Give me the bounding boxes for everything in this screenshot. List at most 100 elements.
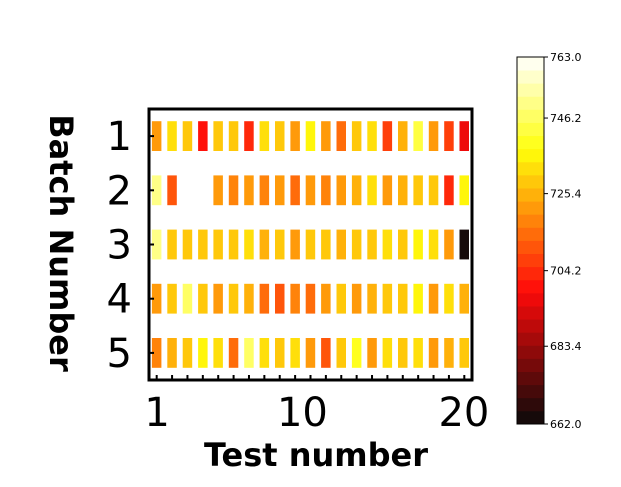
heatmap-cell <box>259 121 270 151</box>
colorbar-segment <box>517 135 544 150</box>
colorbar-segment <box>517 279 544 294</box>
heatmap-cell <box>259 229 270 260</box>
colorbar-segment <box>517 397 544 412</box>
heatmap-cell <box>151 229 162 260</box>
heatmap-cell <box>367 121 377 151</box>
colorbar-segment <box>517 371 544 386</box>
heatmap-cell <box>336 229 346 260</box>
colorbar-segment <box>517 122 544 137</box>
heatmap-cell <box>367 175 377 206</box>
colorbar-segment <box>517 358 544 372</box>
x-axis-title: Test number <box>204 436 428 474</box>
colorbar-segment <box>517 161 544 176</box>
heatmap-cell <box>336 283 346 314</box>
colorbar-segment <box>517 410 544 425</box>
heatmap-cell <box>290 229 300 260</box>
heatmap-cell <box>151 283 162 314</box>
heatmap-cell <box>428 121 439 151</box>
heatmap-cell <box>259 338 270 368</box>
heatmap-cell <box>244 338 254 368</box>
heatmap-cell <box>321 338 331 368</box>
heatmap-cell <box>444 175 454 206</box>
heatmap-cell <box>213 338 223 368</box>
heatmap-cell <box>228 338 239 368</box>
heatmap-cell <box>275 283 285 314</box>
heatmap-cell <box>367 283 377 314</box>
colorbar-frame <box>516 56 545 425</box>
heatmap-cell <box>244 283 254 314</box>
heatmap-cell <box>459 338 469 368</box>
heatmap-cell <box>182 121 193 151</box>
heatmap-cell <box>321 121 331 151</box>
heatmap-cell <box>413 338 423 368</box>
colorbar-segment <box>517 214 544 228</box>
heatmap-cell <box>290 283 300 314</box>
heatmap-cell <box>228 283 239 314</box>
heatmap-cell <box>182 229 193 260</box>
colorbar-segment <box>517 227 544 241</box>
colorbar-segment <box>517 174 544 189</box>
heatmap-cell <box>321 229 331 260</box>
heatmap-cell <box>398 121 408 151</box>
heatmap-cell <box>182 338 193 368</box>
heatmap-cell <box>367 229 377 260</box>
heatmap-cell <box>413 283 423 314</box>
heatmap-cell <box>413 175 423 206</box>
heatmap-cell <box>198 283 208 314</box>
x-tick-label: 20 <box>438 390 489 436</box>
heatmap-cell <box>275 175 285 206</box>
heatmap-cell <box>290 338 300 368</box>
heatmap-cell <box>321 175 331 206</box>
colorbar-segment <box>517 292 544 307</box>
colorbar-segment <box>517 83 544 97</box>
heatmap-cell <box>305 283 316 314</box>
colorbar-segment <box>517 345 544 359</box>
heatmap-cell <box>351 283 362 314</box>
heatmap-cell <box>428 338 439 368</box>
colorbar-segment <box>517 109 544 123</box>
colorbar-segment <box>517 240 544 255</box>
heatmap-cell <box>305 121 316 151</box>
heatmap-cell <box>198 229 208 260</box>
colorbar-segment <box>517 319 544 333</box>
heatmap-cell <box>290 121 300 151</box>
colorbar-tick-label: 725.4 <box>550 188 582 201</box>
x-tick-label: 1 <box>144 390 169 436</box>
x-tick-label: 10 <box>277 390 328 436</box>
heatmap-cell <box>351 121 362 151</box>
heatmap-cell <box>382 121 393 151</box>
heatmap-cell <box>275 338 285 368</box>
heatmap-cell <box>167 338 177 368</box>
heatmap-cell <box>151 121 162 151</box>
heatmap-cell <box>398 338 408 368</box>
heatmap-cell <box>259 175 270 206</box>
colorbar-segment <box>517 188 544 202</box>
heatmap-cell <box>413 229 423 260</box>
y-tick-label: 1 <box>107 114 132 160</box>
heatmap-cell <box>228 175 239 206</box>
y-axis-ticks: 1 2 3 4 5 <box>107 114 154 377</box>
heatmap-cell <box>444 229 454 260</box>
heatmap-cell <box>382 283 393 314</box>
heatmap-cell <box>151 338 162 368</box>
heatmap-cell <box>398 175 408 206</box>
heatmap-cell <box>459 175 469 206</box>
heatmap-cell <box>428 175 439 206</box>
heatmap-cells <box>151 121 469 368</box>
colorbar-segment <box>517 201 544 215</box>
heatmap-cell <box>351 229 362 260</box>
heatmap-cell <box>336 121 346 151</box>
colorbar-segment <box>517 332 544 346</box>
heatmap-cell <box>305 229 316 260</box>
y-tick-label: 5 <box>107 331 132 377</box>
heatmap-cell <box>167 283 177 314</box>
heatmap-cell <box>444 338 454 368</box>
heatmap-cell <box>444 283 454 314</box>
heatmap-cell <box>382 229 393 260</box>
heatmap-cell <box>459 229 469 260</box>
heatmap-cell <box>382 338 393 368</box>
colorbar-tick-label: 683.4 <box>550 340 582 353</box>
colorbar-segment <box>517 266 544 281</box>
heatmap-cell <box>167 175 177 206</box>
